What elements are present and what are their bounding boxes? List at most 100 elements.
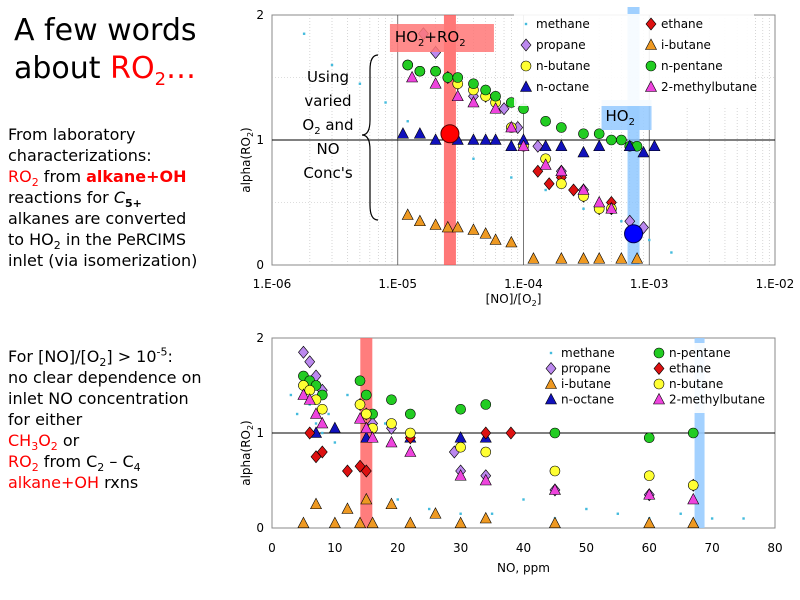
chart2-legend-label-propane: propane: [561, 362, 611, 376]
chart2-point-2-methylbutane: [354, 412, 367, 424]
chart1-point-propane: [498, 102, 510, 116]
chart1-point-n-octane: [489, 133, 502, 145]
chart1-xtick: 1.E-04: [504, 277, 543, 291]
chart1-legend-label-n-pentane: n-pentane: [661, 59, 723, 73]
chart2-point-i-butane: [354, 516, 367, 529]
chart2-point-2-methylbutane: [303, 393, 316, 405]
chart2-legend-label-n-pentane: n-pentane: [669, 346, 731, 360]
chart2-point-ethane: [480, 426, 492, 440]
para1-c: C: [113, 188, 125, 207]
chart2-point-i-butane: [385, 497, 398, 510]
chart1-point-2-methylbutane: [605, 202, 618, 214]
para1-reactions-for: reactions for: [8, 188, 114, 207]
para1-ro-sub: 2: [31, 176, 39, 190]
chart2-point-methane: [679, 512, 682, 515]
chart1-point-2-methylbutane: [593, 195, 606, 208]
chart1-legend-marker-i-butane: [645, 38, 657, 50]
chart1-point-n-pentane: [452, 72, 464, 83]
para1-c-sub: 5+: [125, 197, 142, 211]
title-line-1: A few words: [14, 13, 197, 48]
para1-line1: From laboratory: [8, 125, 136, 144]
chart1-point-n-octane: [577, 145, 590, 158]
chart2-xtick: 60: [642, 541, 657, 555]
chart1-point-2-methylbutane: [467, 95, 480, 108]
chart1-xtick: 1.E-06: [253, 277, 292, 291]
chart1-legend-label-ethane: ethane: [661, 17, 703, 31]
chart1-point-n-pentane: [468, 78, 479, 90]
chart2-point-i-butane: [328, 516, 341, 529]
chart2-point-n-pentane: [386, 394, 397, 406]
chart2-point-2-methylbutane: [310, 407, 323, 419]
chart1-xtick: 1.E-02: [756, 277, 795, 291]
title-ro: RO: [110, 51, 155, 86]
chart2-legend-marker-2-methylbutane: [653, 392, 665, 405]
para2-line4: for either: [8, 410, 83, 429]
chart1-point-n-octane: [467, 133, 480, 145]
chart2-xlabel: NO, ppm: [497, 561, 550, 575]
chart2-legend-label-n-butane: n-butane: [669, 377, 723, 391]
chart1-ytick: 0: [256, 258, 264, 272]
chart2-point-n-butane: [361, 408, 372, 420]
chart2-point-n-pentane: [643, 432, 655, 444]
chart2-point-methane: [295, 412, 299, 416]
chart1-point-n-pentane: [402, 59, 414, 71]
chart2-point-i-butane: [687, 516, 700, 529]
chart2-xtick: 10: [327, 541, 342, 555]
chart2-point-n-butane: [687, 479, 699, 491]
chart1-point-n-octane: [637, 145, 650, 158]
chart2-legend-label-i-butane: i-butane: [561, 377, 611, 391]
chart2-point-methane: [710, 517, 714, 520]
chart1-point-n-octane: [479, 133, 492, 145]
chart1-point-methane: [544, 188, 547, 192]
chart2-legend-marker-n-pentane: [653, 347, 665, 359]
chart2-point-i-butane: [341, 502, 354, 514]
chart2-point-n-butane: [480, 446, 492, 458]
chart1-point-i-butane: [555, 252, 568, 264]
chart2-point-2-methylbutane: [404, 445, 417, 457]
title-ro-sub: 2: [154, 69, 167, 90]
para2-line1-sup: -5: [156, 345, 168, 359]
chart1-using-text-0: Using: [307, 68, 349, 86]
chart2-xtick: 80: [767, 541, 782, 555]
para2-line7-a: alkane+OH: [8, 473, 100, 492]
title-about: about: [14, 51, 111, 86]
chart2-point-methane: [333, 441, 337, 444]
para1-line7: inlet (via isomerization): [8, 251, 198, 270]
chart2-point-n-pentane: [405, 408, 416, 420]
para1-alkane-oh: alkane+OH: [86, 167, 187, 186]
para2-line1-c: :: [167, 347, 173, 366]
chart1-point-i-butane: [429, 218, 442, 230]
chart1-legend-label-2-methylbutane: 2-methylbutane: [661, 80, 757, 94]
paragraph-lab: From laboratory characterizations: RO2 f…: [8, 124, 197, 271]
chart1-point-n-pentane: [490, 90, 501, 102]
para2-ro-c4: 4: [133, 461, 141, 475]
chart2-point-methane: [383, 422, 387, 425]
chart1-point-2-methylbutane: [489, 102, 502, 114]
para2-ch3o2-s1: 3: [31, 440, 39, 454]
chart2-point-n-pentane: [361, 389, 372, 401]
chart1-point-n-octane: [623, 139, 636, 152]
chart2-point-2-methylbutane: [548, 483, 561, 495]
chart2-point-2-methylbutane: [643, 488, 656, 500]
chart2-xtick: 40: [516, 541, 531, 555]
chart1-point-2-methylbutane: [451, 89, 464, 102]
chart1-point-i-butane: [577, 252, 590, 264]
para2-ro-from: from C: [38, 452, 98, 471]
chart1-point-methane: [302, 32, 306, 35]
chart2-point-2-methylbutane: [454, 469, 467, 481]
chart1-point-n-octane: [593, 139, 606, 152]
chart2-point-2-methylbutane: [360, 421, 373, 434]
chart2-legend-marker-i-butane: [545, 377, 557, 389]
chart2-legend-marker-propane: [545, 362, 557, 375]
chart2-point-2-methylbutane: [366, 431, 379, 443]
para2-line7-b: rxns: [99, 473, 139, 492]
para2-line1-sub: 2: [99, 356, 107, 370]
chart2-point-methane: [427, 507, 431, 511]
chart1-point-i-butane: [441, 220, 454, 233]
para1-line6-a: to HO: [8, 230, 54, 249]
chart2-ylabel: alpha(RO2): [239, 420, 255, 486]
chart2-point-methane: [459, 512, 462, 515]
chart1-point-methane: [384, 101, 387, 104]
chart2-point-methane: [346, 393, 349, 397]
chart1-point-n-butane: [556, 178, 567, 190]
